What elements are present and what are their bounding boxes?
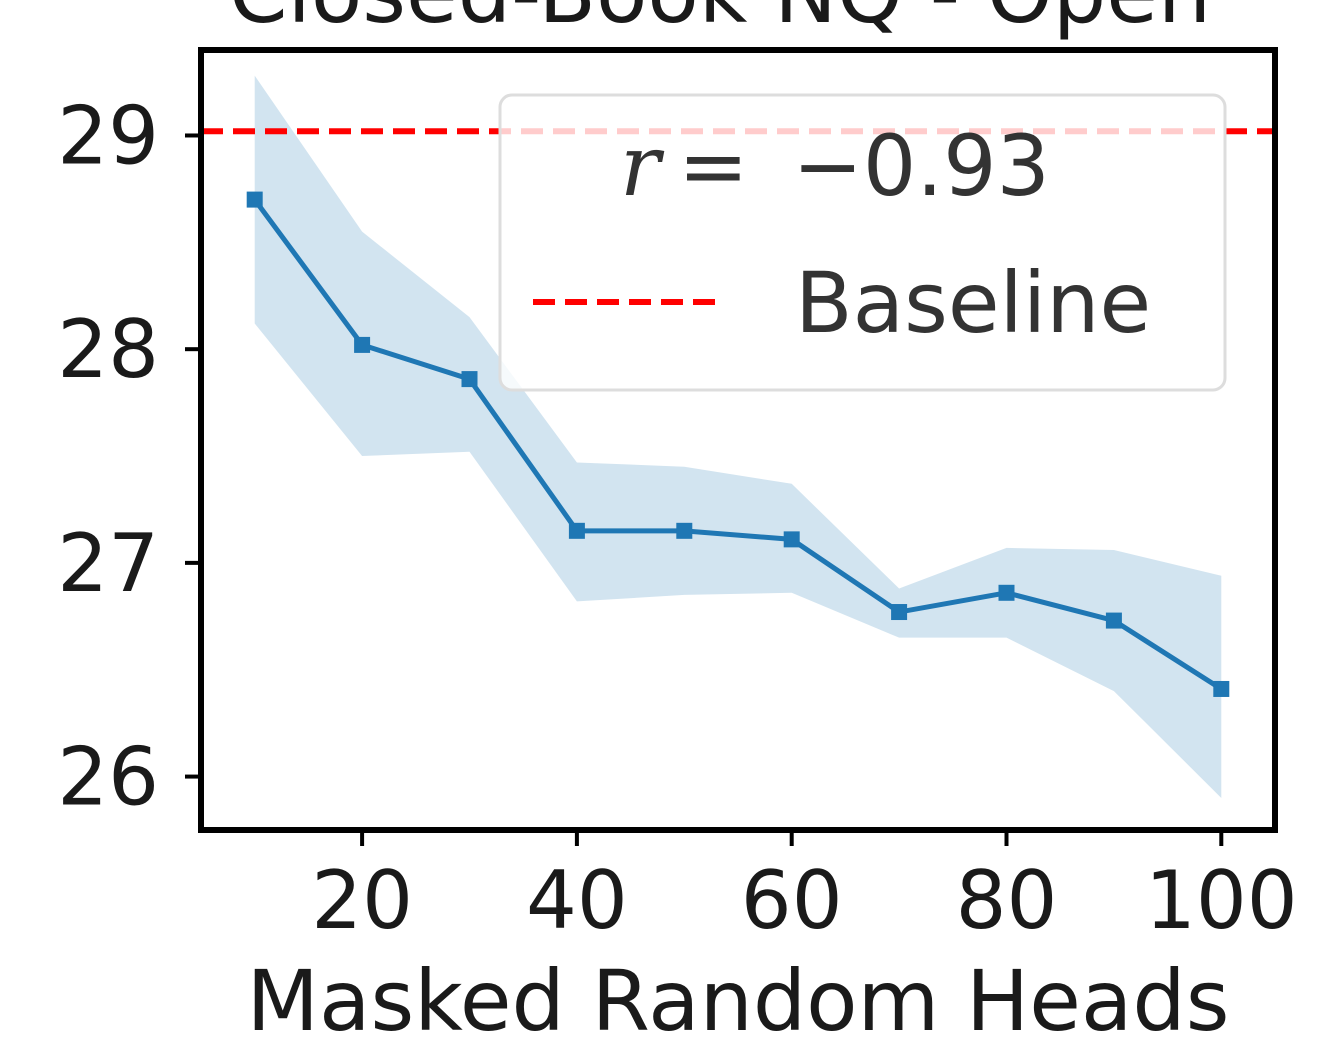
series-line-0: [252, 198, 1223, 692]
legend-entry-baseline: Baseline: [795, 254, 1151, 352]
y-tick-label: 27: [57, 517, 159, 610]
chart-title: Closed-Book NQ - Open: [229, 0, 1211, 42]
plot-area: [201, 75, 1275, 798]
x-tick-label: 80: [956, 854, 1058, 947]
data-point: [998, 584, 1015, 601]
data-point: [461, 371, 478, 388]
data-point: [568, 522, 585, 539]
x-tick-label: 60: [741, 854, 843, 947]
legend: r = −0.93 Baseline: [498, 93, 1227, 392]
x-tick-label: 40: [526, 854, 628, 947]
data-point: [246, 191, 263, 208]
x-axis-label: Masked Random Heads: [247, 952, 1230, 1040]
x-tick-label: 20: [311, 854, 413, 947]
legend-entry-correlation: r = −0.93: [620, 117, 1050, 215]
data-point: [1213, 680, 1230, 697]
data-point: [783, 531, 800, 548]
y-tick-label: 29: [57, 89, 159, 182]
data-point: [676, 522, 693, 539]
x-tick-label: 100: [1145, 854, 1298, 947]
axes-frame: [198, 47, 1278, 833]
data-point: [1105, 612, 1122, 629]
legend-r-equals: =: [678, 117, 748, 215]
data-point: [891, 604, 908, 621]
x-ticks: 20 40 60 80 100: [311, 830, 1298, 947]
y-ticks: 26 27 28 29: [57, 89, 201, 824]
confidence-band-0: [254, 75, 1222, 798]
y-tick-label: 26: [57, 731, 159, 824]
legend-r-value: −0.93: [793, 117, 1050, 215]
legend-r-symbol: r: [620, 117, 665, 215]
y-tick-label: 28: [57, 303, 159, 396]
legend-box: [498, 93, 1227, 392]
data-point: [354, 336, 371, 353]
